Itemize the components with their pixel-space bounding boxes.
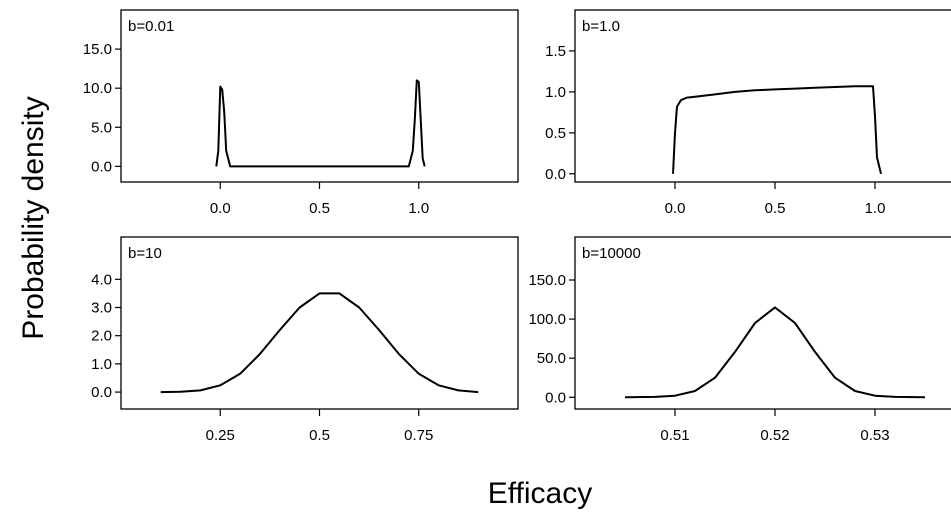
x-tick-label: 0.5 xyxy=(309,200,330,217)
y-tick-label: 1.0 xyxy=(545,84,566,101)
y-tick-label: 3.0 xyxy=(91,299,112,316)
y-tick-label: 5.0 xyxy=(91,119,112,136)
y-tick-label: 0.0 xyxy=(91,158,112,175)
plot-frame xyxy=(574,236,951,410)
panel-label: b=1.0 xyxy=(582,18,620,35)
y-tick-label: 1.0 xyxy=(91,356,112,373)
x-axis-title: Efficacy xyxy=(488,477,593,510)
x-tick-label: 0.0 xyxy=(210,200,231,217)
panel-4: b=10000 0.51 0.52 0.53 0.0 50.0 100.0 150.0 xyxy=(528,236,951,444)
x-tick-label: 0.53 xyxy=(860,427,889,444)
plot-frame xyxy=(120,9,519,183)
density-curve xyxy=(160,292,479,394)
panel-label: b=0.01 xyxy=(128,18,174,35)
y-tick-label: 0.5 xyxy=(545,125,566,142)
panel-1: b=0.01 0.0 0.5 1.0 0.0 5.0 10.0 15.0 xyxy=(83,9,519,217)
y-tick-label: 10.0 xyxy=(83,80,112,97)
x-tick-label: 0.0 xyxy=(665,200,686,217)
y-tick-label: 2.0 xyxy=(91,328,112,345)
panel-2: b=1.0 0.0 0.5 1.0 0.0 0.5 1.0 1.5 xyxy=(545,9,951,217)
x-tick-label: 1.0 xyxy=(408,200,429,217)
y-axis-title: Probability density xyxy=(17,96,50,339)
x-tick-label: 0.51 xyxy=(660,427,689,444)
y-tick-label: 0.0 xyxy=(545,166,566,183)
panel-label: b=10000 xyxy=(582,245,641,262)
panels: b=0.01 0.0 0.5 1.0 0.0 5.0 10.0 15.0 b=1.0 0.0 0.5… xyxy=(83,9,951,444)
x-tick-label: 0.5 xyxy=(309,427,330,444)
x-tick-label: 1.0 xyxy=(865,200,886,217)
panel-label: b=10 xyxy=(128,245,162,262)
y-tick-label: 150.0 xyxy=(528,272,566,289)
y-tick-label: 15.0 xyxy=(83,41,112,58)
panel-3: b=10 0.25 0.5 0.75 0.0 1.0 2.0 3.0 4.0 xyxy=(91,236,519,444)
y-tick-label: 50.0 xyxy=(537,350,566,367)
y-tick-label: 100.0 xyxy=(528,311,566,328)
x-tick-label: 0.52 xyxy=(760,427,789,444)
density-curve xyxy=(672,85,882,175)
x-tick-label: 0.25 xyxy=(206,427,235,444)
x-tick-label: 0.75 xyxy=(404,427,433,444)
x-tick-label: 0.5 xyxy=(765,200,786,217)
density-curve xyxy=(624,306,926,399)
y-tick-label: 1.5 xyxy=(545,43,566,60)
plot-frame xyxy=(120,236,519,410)
y-tick-label: 4.0 xyxy=(91,271,112,288)
density-curve xyxy=(215,79,426,168)
y-tick-label: 0.0 xyxy=(545,389,566,406)
plot-frame xyxy=(574,9,951,183)
y-tick-label: 0.0 xyxy=(91,384,112,401)
